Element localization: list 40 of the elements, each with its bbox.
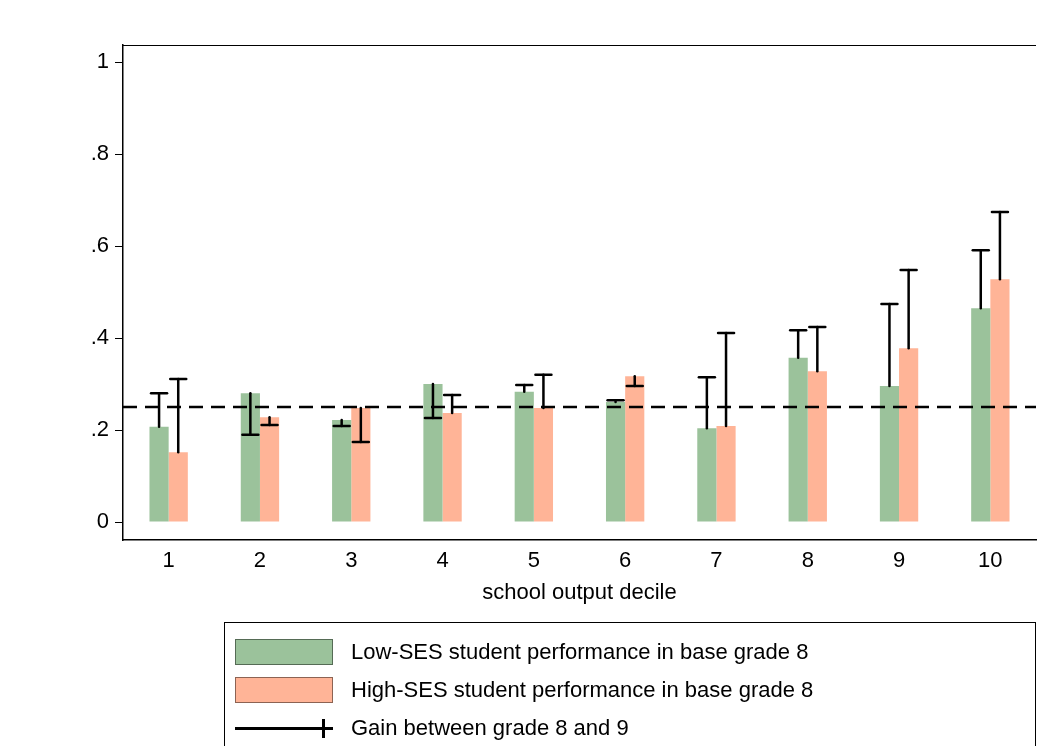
y-tick-label: 0: [96, 508, 109, 534]
bar: [971, 308, 991, 522]
text: Gain between grade 8 and 9: [351, 715, 629, 741]
x-axis-title: school output decile: [482, 578, 677, 604]
bar: [990, 279, 1010, 522]
y-tick-label: 1: [96, 48, 109, 74]
y-tick-label: .8: [90, 140, 109, 166]
x-tick-label: 2: [253, 547, 267, 573]
bar: [442, 413, 462, 522]
bar: [240, 393, 260, 522]
bar: [533, 407, 554, 522]
bar: [332, 419, 352, 522]
bar: [788, 357, 808, 522]
bar: [423, 384, 443, 522]
y-tick-label: .6: [90, 232, 109, 258]
bar: [605, 401, 626, 522]
x-tick-label: 9: [892, 547, 906, 573]
x-tick-label: 8: [801, 547, 814, 573]
bar: [697, 428, 717, 522]
y-tick-label: .4: [90, 324, 109, 350]
bar: [716, 425, 736, 522]
x-tick-label: 5: [527, 547, 540, 573]
bar: [149, 426, 169, 522]
bar: [807, 371, 827, 522]
x-tick-label: 4: [436, 547, 449, 573]
bar: [879, 385, 900, 522]
bar: [625, 376, 645, 522]
bar: [259, 417, 280, 522]
bar: [351, 407, 371, 522]
bar: [899, 348, 919, 522]
x-tick-label: 3: [345, 547, 358, 573]
x-tick-label: 6: [619, 547, 632, 573]
x-tick-label: 10: [978, 547, 1003, 573]
x-tick-label: 7: [710, 547, 723, 573]
bar: [514, 391, 534, 522]
legend-label: Low-SES student performance in base grade 8: [351, 639, 809, 665]
x-tick-label: 1: [162, 547, 175, 573]
legend-label: High-SES student performance in base grade 8: [351, 677, 814, 703]
bar: [168, 452, 188, 522]
y-tick-label: .2: [90, 416, 109, 442]
